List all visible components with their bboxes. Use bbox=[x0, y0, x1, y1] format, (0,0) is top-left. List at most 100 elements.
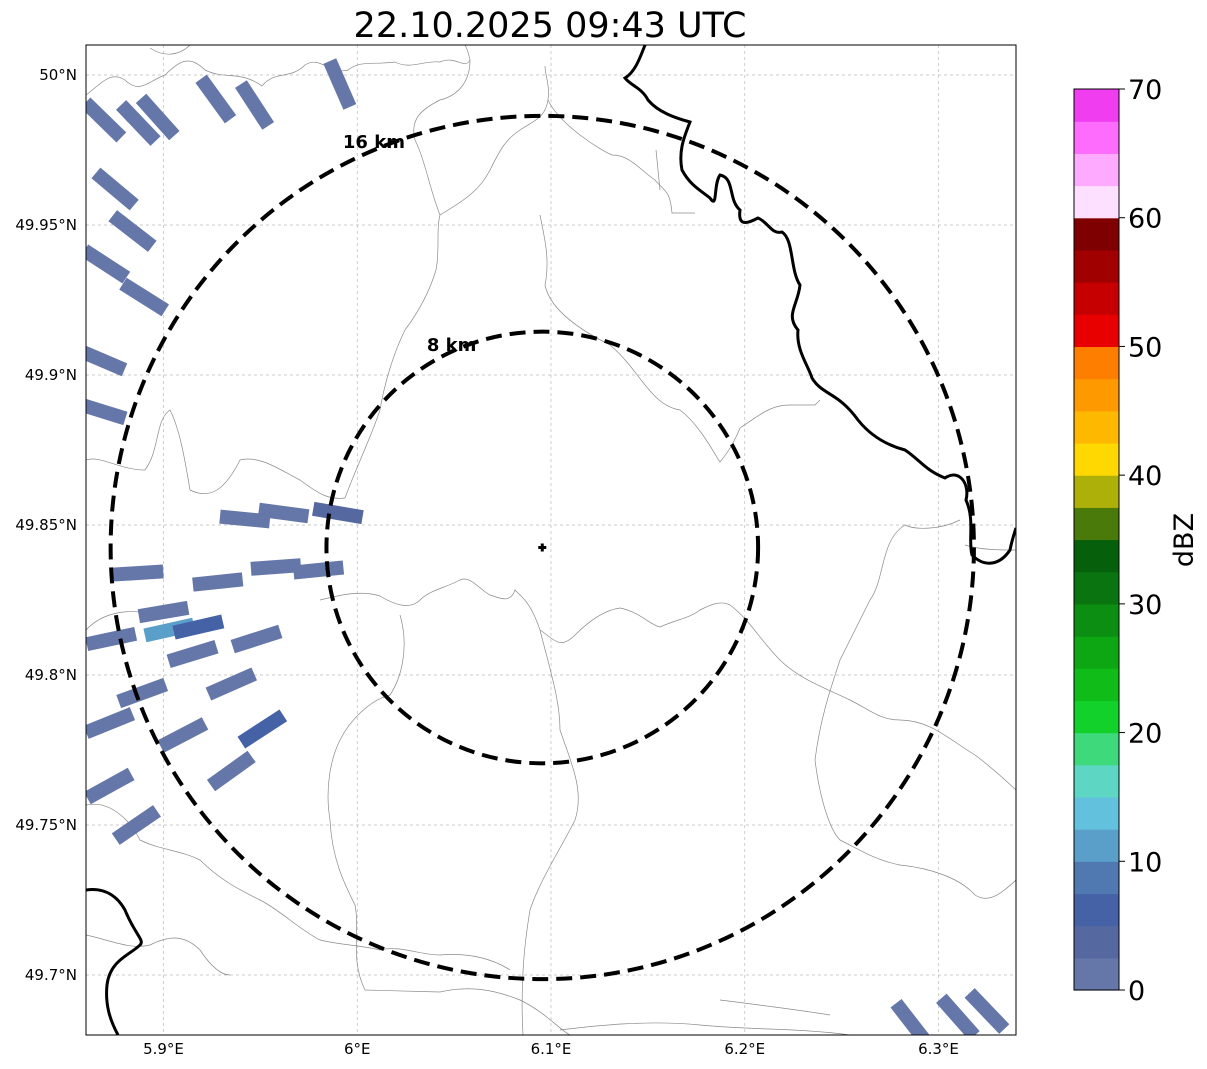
colorbar-swatch bbox=[1074, 282, 1119, 315]
colorbar-tick-label: 0 bbox=[1128, 976, 1145, 1007]
colorbar-tick-label: 60 bbox=[1128, 204, 1162, 235]
echo-cell bbox=[86, 626, 138, 652]
colorbar-swatch bbox=[1074, 796, 1119, 830]
colorbar-label: dBZ bbox=[1169, 513, 1200, 567]
echo-cell bbox=[192, 572, 244, 592]
echo-cell bbox=[166, 640, 219, 668]
colorbar-swatch bbox=[1074, 507, 1119, 541]
echo-cell bbox=[91, 167, 139, 211]
colorbar-swatch bbox=[1074, 893, 1119, 927]
colorbar-tick-label: 10 bbox=[1128, 847, 1162, 878]
colorbar: 0 10 20 30 40 50 60 70 dBZ bbox=[1073, 75, 1200, 1007]
colorbar-swatch bbox=[1074, 539, 1119, 573]
echo-cell bbox=[137, 600, 190, 624]
echo-cell bbox=[205, 667, 258, 701]
colorbar-swatch bbox=[1074, 185, 1119, 219]
colorbar-tick-label: 50 bbox=[1128, 332, 1162, 363]
echo-cell bbox=[964, 988, 1010, 1034]
echo-cell bbox=[237, 709, 288, 749]
colorbar-swatch bbox=[1074, 217, 1119, 251]
colorbar-tick-label: 30 bbox=[1128, 590, 1162, 621]
colorbar-swatch bbox=[1074, 475, 1119, 508]
echo-cell bbox=[111, 805, 161, 845]
figure-title: 22.10.2025 09:43 UTC bbox=[354, 6, 747, 46]
x-tick-labels: 5.9°E 6°E 6.1°E 6.2°E 6.3°E bbox=[143, 1040, 959, 1058]
echo-cell bbox=[235, 80, 275, 130]
colorbar-frame bbox=[1073, 88, 1120, 991]
range-ring-16km bbox=[108, 113, 976, 982]
echo-cell bbox=[250, 558, 302, 576]
x-tick-label: 6.3°E bbox=[918, 1040, 959, 1058]
y-tick-label: 49.85°N bbox=[15, 516, 77, 534]
echo-cell bbox=[312, 501, 364, 525]
colorbar-swatch bbox=[1074, 700, 1119, 734]
colorbar-swatch bbox=[1074, 153, 1119, 187]
colorbar-swatch bbox=[1074, 442, 1119, 476]
colorbar-swatch bbox=[1074, 89, 1119, 122]
echo-cell bbox=[195, 74, 237, 124]
echo-cell bbox=[323, 58, 357, 110]
echo-cell bbox=[86, 396, 128, 426]
colorbar-swatch bbox=[1074, 636, 1119, 669]
colorbar-swatch bbox=[1074, 314, 1119, 348]
echo-cell bbox=[86, 343, 128, 377]
echo-cell bbox=[86, 767, 135, 805]
colorbar-swatch bbox=[1074, 957, 1119, 991]
colorbar-swatch bbox=[1074, 378, 1119, 412]
colorbar-ticks: 0 10 20 30 40 50 60 70 bbox=[1119, 75, 1162, 1007]
x-tick-label: 5.9°E bbox=[143, 1040, 184, 1058]
range-ring-8km bbox=[324, 329, 761, 766]
national-border bbox=[86, 45, 1016, 1035]
x-tick-label: 6.1°E bbox=[531, 1040, 572, 1058]
municipal-boundaries bbox=[86, 45, 1016, 1035]
y-tick-label: 49.9°N bbox=[25, 366, 77, 384]
echo-cell bbox=[108, 210, 157, 252]
echo-cell bbox=[206, 750, 256, 792]
colorbar-swatch bbox=[1074, 410, 1119, 444]
colorbar-swatch bbox=[1074, 764, 1119, 798]
echo-cell bbox=[172, 614, 225, 640]
colorbar-swatch bbox=[1074, 925, 1119, 959]
colorbar-tick-label: 70 bbox=[1128, 75, 1162, 106]
colorbar-swatch bbox=[1074, 732, 1119, 766]
echo-cell bbox=[219, 509, 271, 529]
graticule bbox=[86, 45, 1016, 1035]
y-tick-label: 49.7°N bbox=[25, 966, 77, 984]
colorbar-swatch bbox=[1074, 668, 1119, 701]
map-area bbox=[86, 45, 1016, 1035]
echo-cell bbox=[112, 564, 164, 582]
y-tick-label: 50°N bbox=[39, 66, 77, 84]
y-tick-labels: 50°N 49.95°N 49.9°N 49.85°N 49.8°N 49.75°N 49.… bbox=[15, 66, 77, 984]
echo-cell bbox=[135, 93, 180, 141]
echo-cell bbox=[116, 100, 161, 146]
colorbar-swatch bbox=[1074, 571, 1119, 605]
map-frame bbox=[85, 44, 1017, 1036]
colorbar-swatches bbox=[1074, 89, 1119, 991]
echo-cell bbox=[119, 277, 170, 317]
colorbar-swatch bbox=[1074, 861, 1119, 895]
echo-cell bbox=[86, 707, 136, 739]
colorbar-swatch bbox=[1074, 603, 1119, 637]
colorbar-swatch bbox=[1074, 346, 1119, 380]
echo-cell bbox=[292, 560, 345, 580]
echo-cell bbox=[890, 998, 933, 1035]
colorbar-swatch bbox=[1074, 829, 1119, 862]
echo-cell bbox=[86, 244, 131, 284]
echo-cell bbox=[157, 717, 209, 753]
y-tick-label: 49.75°N bbox=[15, 816, 77, 834]
reflectivity-echoes bbox=[86, 58, 1010, 1035]
range-label-8km: 8 km bbox=[427, 335, 477, 356]
echo-cell bbox=[936, 993, 980, 1035]
echo-cell bbox=[116, 677, 169, 709]
colorbar-swatch bbox=[1074, 249, 1119, 283]
range-label-16km: 16 km bbox=[343, 132, 405, 153]
x-tick-label: 6.2°E bbox=[724, 1040, 765, 1058]
y-tick-label: 49.95°N bbox=[15, 216, 77, 234]
colorbar-tick-label: 20 bbox=[1128, 719, 1162, 750]
echo-cell bbox=[257, 502, 310, 524]
colorbar-tick-label: 40 bbox=[1128, 461, 1162, 492]
echo-cell bbox=[230, 624, 283, 654]
echo-cell bbox=[86, 97, 127, 143]
x-tick-label: 6°E bbox=[344, 1040, 371, 1058]
